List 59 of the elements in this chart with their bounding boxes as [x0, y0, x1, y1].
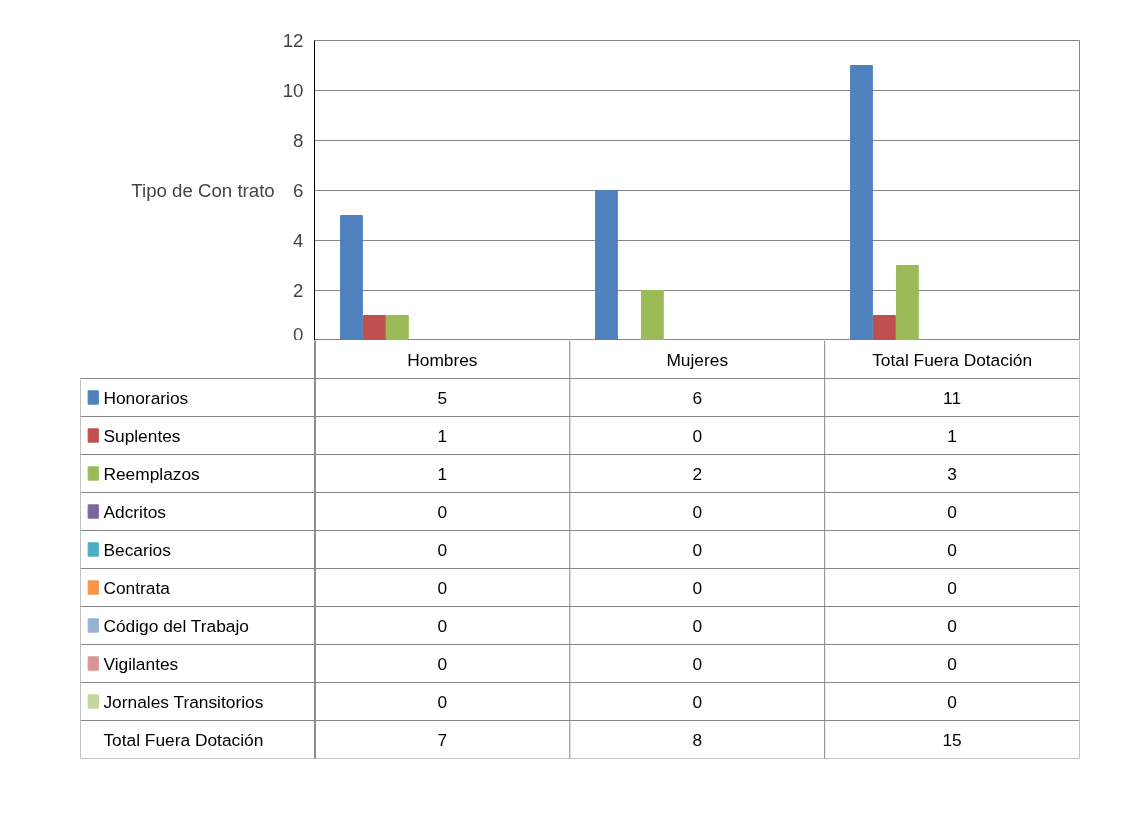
y-tick-label: 8 — [293, 130, 304, 151]
text: 8 — [692, 729, 703, 750]
data-label: 1 — [947, 425, 957, 446]
data-label: 0 — [437, 577, 448, 598]
data-label: 0 — [947, 615, 957, 636]
legend-label: Adcritos — [103, 501, 167, 522]
y-tick-label: 12 — [282, 30, 304, 51]
legend-label: Vigilantes — [103, 653, 179, 674]
legend-label: Suplentes — [103, 425, 181, 446]
data-label: 0 — [437, 691, 448, 712]
data-label: 0 — [692, 577, 703, 598]
bar — [385, 315, 409, 340]
legend-label: Becarios — [103, 539, 172, 560]
data-label: 3 — [947, 463, 957, 484]
data-label: 0 — [947, 653, 957, 674]
y-tick-label: 10 — [282, 80, 304, 101]
legend-label: Honorarios — [103, 387, 189, 408]
data-label: 0 — [437, 615, 448, 636]
data-label: 0 — [692, 615, 703, 636]
bar — [363, 315, 386, 340]
y-tick-label: 0 — [293, 323, 304, 345]
bar — [340, 215, 363, 340]
data-label: 0 — [692, 691, 703, 712]
bar — [873, 315, 896, 340]
bar — [895, 265, 919, 340]
data-label: 0 — [947, 501, 957, 522]
text: Total Fuera Dotación — [103, 729, 264, 750]
data-label: 0 — [692, 501, 703, 522]
x-tick-label: Mujeres — [666, 349, 729, 370]
data-label: 5 — [437, 387, 448, 408]
data-label: 0 — [947, 691, 957, 712]
x-tick-label: Total Fuera Dotación — [872, 349, 1033, 370]
y-tick-label: 4 — [293, 230, 304, 251]
legend-label: Reemplazos — [103, 463, 201, 484]
x-tick-label: Hombres — [407, 349, 478, 370]
bar — [595, 190, 618, 340]
data-label: 0 — [692, 539, 703, 560]
y-tick-label: 6 — [293, 180, 304, 201]
data-label: 0 — [692, 425, 703, 446]
text: 7 — [437, 729, 448, 750]
data-label: 1 — [437, 463, 448, 484]
y-tick-label: 2 — [293, 280, 304, 301]
text: 15 — [942, 729, 962, 750]
data-label: 11 — [943, 387, 962, 408]
y-axis-title: Tipo de Con trato — [131, 180, 275, 201]
bar — [640, 290, 664, 340]
bar — [850, 65, 873, 340]
data-label: 0 — [947, 577, 957, 598]
data-label: 0 — [437, 501, 448, 522]
legend-label: Jornales Transitorios — [103, 691, 264, 712]
data-label: 0 — [437, 539, 448, 560]
legend-label: Código del Trabajo — [103, 615, 249, 636]
data-label: 0 — [947, 539, 957, 560]
data-label: 2 — [692, 463, 703, 484]
data-label: 6 — [692, 387, 703, 408]
data-label: 0 — [692, 653, 703, 674]
legend-label: Contrata — [103, 577, 171, 598]
data-label: 0 — [437, 653, 448, 674]
data-label: 1 — [437, 425, 448, 446]
